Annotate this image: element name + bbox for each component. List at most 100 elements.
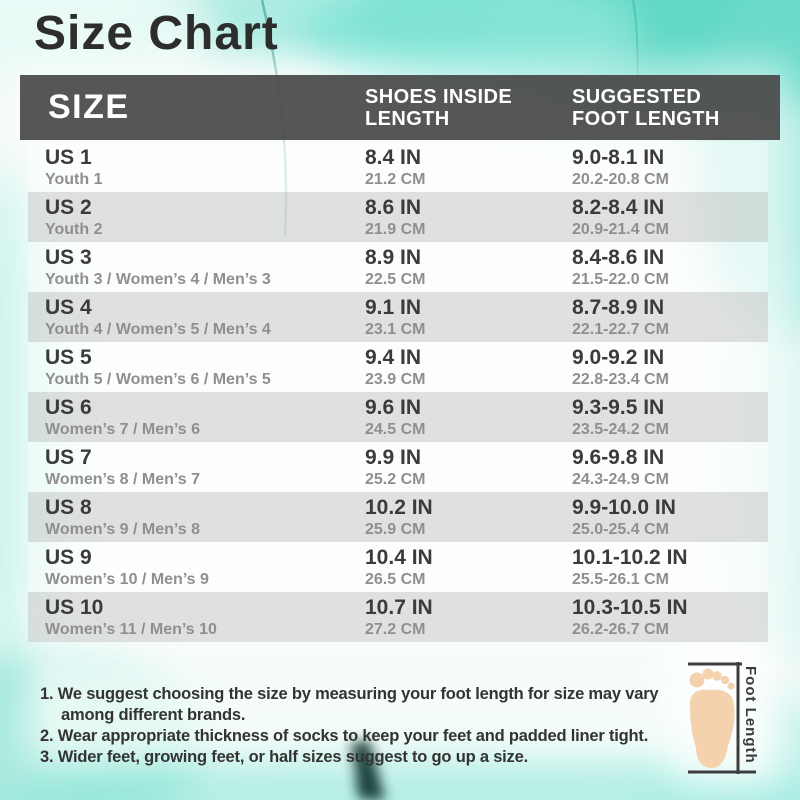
shoes-inside-length-cell: 9.4 IN 23.9 CM [365,345,572,389]
footnote-number: 1. [40,685,54,703]
size-value: US 5 [45,346,92,369]
suggested-foot-length-cell: 8.4-8.6 IN 21.5-22.0 CM [572,245,768,289]
size-cell: US 10 Women’s 11 / Men’s 10 [28,595,365,639]
footnote-2: 2. Wear appropriate thickness of socks t… [40,726,700,747]
table-row: US 8 Women’s 9 / Men’s 8 10.2 IN 25.9 CM… [28,492,768,542]
suggested-foot-length-cell: 9.0-9.2 IN 22.8-23.4 CM [572,345,768,389]
size-value: US 8 [45,496,92,519]
size-value: US 6 [45,396,92,419]
size-value: US 9 [45,546,92,569]
shoes-inside-length-cell: 10.4 IN 26.5 CM [365,545,572,589]
size-value: US 7 [45,446,92,469]
size-value: US 4 [45,296,92,319]
inside-length-cm-value: 21.9 CM [365,221,426,238]
suggested-foot-length-cell: 9.6-9.8 IN 24.3-24.9 CM [572,445,768,489]
size-cell: US 7 Women’s 8 / Men’s 7 [28,445,365,489]
size-alt-value: Women’s 8 / Men’s 7 [45,471,201,488]
table-row: US 6 Women’s 7 / Men’s 6 9.6 IN 24.5 CM … [28,392,768,442]
size-alt-value: Youth 3 / Women’s 4 / Men’s 3 [45,271,271,288]
shoes-inside-length-cell: 9.9 IN 25.2 CM [365,445,572,489]
size-cell: US 4 Youth 4 / Women’s 5 / Men’s 4 [28,295,365,339]
inside-length-in-value: 9.4 IN [365,346,422,369]
foot-length-in-value: 9.0-8.1 IN [572,146,665,169]
foot-length-label: Foot Length [742,666,759,764]
inside-length-in-value: 9.9 IN [365,446,422,469]
inside-length-in-value: 10.2 IN [365,496,433,519]
shoes-inside-length-cell: 10.7 IN 27.2 CM [365,595,572,639]
suggested-foot-length-cell: 8.7-8.9 IN 22.1-22.7 CM [572,295,768,339]
foot-length-in-value: 10.1-10.2 IN [572,546,688,569]
foot-length-cm-value: 20.9-21.4 CM [572,221,669,238]
size-alt-value: Women’s 11 / Men’s 10 [45,621,217,638]
shoes-inside-length-cell: 8.9 IN 22.5 CM [365,245,572,289]
table-row: US 3 Youth 3 / Women’s 4 / Men’s 3 8.9 I… [28,242,768,292]
size-alt-value: Youth 2 [45,221,103,238]
table-header: SIZE SHOES INSIDE LENGTH SUGGESTED FOOT … [20,75,780,140]
foot-length-cm-value: 22.1-22.7 CM [572,321,669,338]
suggested-foot-length-cell: 9.0-8.1 IN 20.2-20.8 CM [572,145,768,189]
inside-length-cm-value: 23.1 CM [365,321,426,338]
footnote-3: 3. Wider feet, growing feet, or half siz… [40,747,700,768]
shoes-inside-length-cell: 8.6 IN 21.9 CM [365,195,572,239]
table-row: US 1 Youth 1 8.4 IN 21.2 CM 9.0-8.1 IN 2… [28,142,768,192]
table-body: US 1 Youth 1 8.4 IN 21.2 CM 9.0-8.1 IN 2… [28,142,768,642]
column-header-line: SHOES INSIDE [365,85,513,108]
size-cell: US 8 Women’s 9 / Men’s 8 [28,495,365,539]
shoes-inside-length-cell: 9.1 IN 23.1 CM [365,295,572,339]
column-header-suggested-foot-length: SUGGESTED FOOT LENGTH [572,86,780,130]
column-header-line: LENGTH [365,107,450,130]
table-row: US 7 Women’s 8 / Men’s 7 9.9 IN 25.2 CM … [28,442,768,492]
shoes-inside-length-cell: 10.2 IN 25.9 CM [365,495,572,539]
footnote-text: Wear appropriate thickness of socks to k… [57,727,649,745]
size-alt-value: Youth 5 / Women’s 6 / Men’s 5 [45,371,271,388]
suggested-foot-length-cell: 9.9-10.0 IN 25.0-25.4 CM [572,495,768,539]
inside-length-in-value: 8.9 IN [365,246,422,269]
foot-length-in-value: 9.0-9.2 IN [572,346,665,369]
inside-length-cm-value: 27.2 CM [365,621,426,638]
inside-length-cm-value: 25.2 CM [365,471,426,488]
size-cell: US 3 Youth 3 / Women’s 4 / Men’s 3 [28,245,365,289]
inside-length-cm-value: 22.5 CM [365,271,426,288]
size-cell: US 9 Women’s 10 / Men’s 9 [28,545,365,589]
foot-length-cm-value: 22.8-23.4 CM [572,371,669,388]
size-cell: US 5 Youth 5 / Women’s 6 / Men’s 5 [28,345,365,389]
size-alt-value: Youth 4 / Women’s 5 / Men’s 4 [45,321,271,338]
table-row: US 2 Youth 2 8.6 IN 21.9 CM 8.2-8.4 IN 2… [28,192,768,242]
footnote-number: 2. [40,727,54,745]
size-alt-value: Women’s 9 / Men’s 8 [45,521,201,538]
table-row: US 4 Youth 4 / Women’s 5 / Men’s 4 9.1 I… [28,292,768,342]
foot-length-in-value: 8.2-8.4 IN [572,196,665,219]
inside-length-in-value: 9.6 IN [365,396,422,419]
foot-length-cm-value: 23.5-24.2 CM [572,421,669,438]
suggested-foot-length-cell: 10.1-10.2 IN 25.5-26.1 CM [572,545,768,589]
suggested-foot-length-cell: 9.3-9.5 IN 23.5-24.2 CM [572,395,768,439]
table-row: US 5 Youth 5 / Women’s 6 / Men’s 5 9.4 I… [28,342,768,392]
foot-length-in-value: 8.4-8.6 IN [572,246,665,269]
table-row: US 10 Women’s 11 / Men’s 10 10.7 IN 27.2… [28,592,768,642]
inside-length-in-value: 9.1 IN [365,296,422,319]
foot-length-in-value: 9.9-10.0 IN [572,496,676,519]
column-header-size: SIZE [48,88,130,126]
size-alt-value: Youth 1 [45,171,103,188]
foot-length-in-value: 10.3-10.5 IN [572,596,688,619]
size-value: US 10 [45,596,104,619]
footnote-text: Wider feet, growing feet, or half sizes … [57,748,528,766]
foot-length-cm-value: 24.3-24.9 CM [572,471,669,488]
footnote-text: We suggest choosing the size by measurin… [57,685,659,724]
size-value: US 3 [45,246,92,269]
suggested-foot-length-cell: 8.2-8.4 IN 20.9-21.4 CM [572,195,768,239]
inside-length-cm-value: 25.9 CM [365,521,426,538]
foot-icon [688,662,756,774]
inside-length-cm-value: 23.9 CM [365,371,426,388]
inside-length-cm-value: 21.2 CM [365,171,426,188]
inside-length-in-value: 8.6 IN [365,196,422,219]
column-header-line: SUGGESTED [572,85,702,108]
shoes-inside-length-cell: 8.4 IN 21.2 CM [365,145,572,189]
foot-length-cm-value: 25.0-25.4 CM [572,521,669,538]
foot-length-diagram: Foot Length [680,648,790,788]
column-header-line: FOOT LENGTH [572,107,720,130]
size-value: US 2 [45,196,92,219]
footnotes: 1. We suggest choosing the size by measu… [40,684,700,768]
table-row: US 9 Women’s 10 / Men’s 9 10.4 IN 26.5 C… [28,542,768,592]
